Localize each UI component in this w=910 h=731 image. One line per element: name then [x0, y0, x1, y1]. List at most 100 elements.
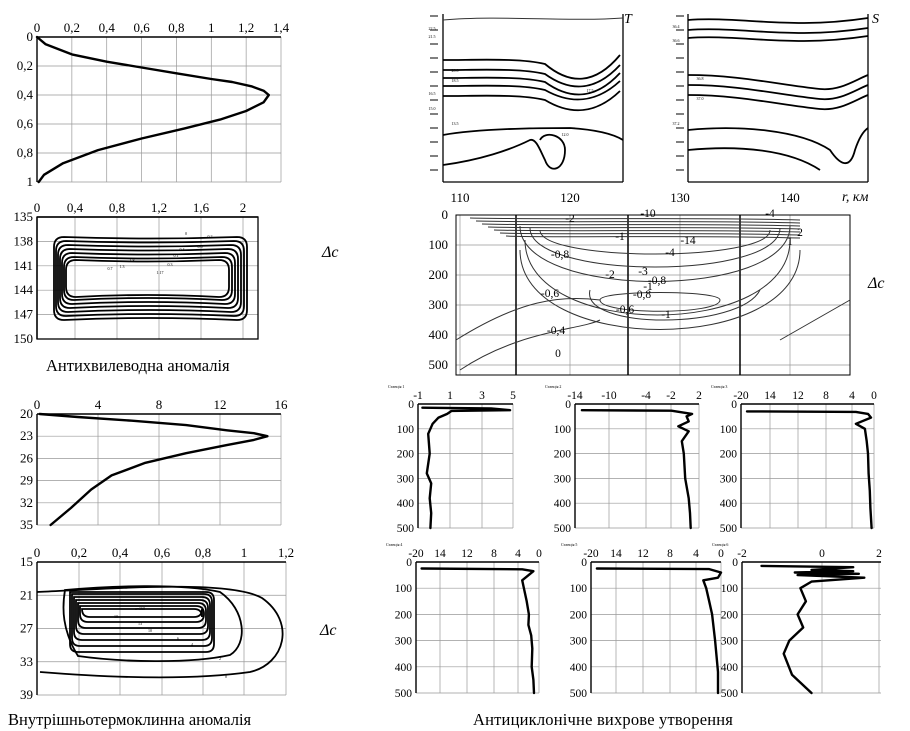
- x-tick-label: 0: [34, 397, 41, 412]
- contour-label: 1.8: [130, 258, 135, 263]
- x-tick-label: 12: [792, 390, 804, 402]
- contour-line: [65, 259, 230, 298]
- y-tick-label: 32: [20, 495, 33, 510]
- x-tick-label: 4: [849, 390, 855, 402]
- contour-label: 16.5: [429, 91, 436, 96]
- x-tick-label: 1,2: [151, 200, 167, 215]
- x-tick-label: 12: [214, 397, 227, 412]
- contour-label: -1: [615, 231, 625, 243]
- chart-P1: 0 0,2 0,4 0,6 0,8 1 1,2 1,4 0 0,2 0,4 0,6 0,8 1: [17, 20, 290, 189]
- chart-P2: 0 0,4 0,8 1,2 1,6 2 135 138 141 144 147 150: [14, 200, 259, 346]
- series-line: [595, 567, 723, 695]
- x-tick-label: 1,2: [278, 545, 294, 560]
- contour-line: [81, 608, 203, 618]
- y-tick-label: 500: [397, 523, 415, 535]
- y-tick-label: 100: [397, 424, 415, 436]
- contour-label: 20.0: [452, 68, 459, 73]
- contour-label: 1: [787, 236, 793, 248]
- contour-line: [53, 236, 248, 321]
- x-tick-label: 0,2: [64, 20, 80, 35]
- contour-label: -0,8: [551, 249, 569, 261]
- y-tick-label: 141: [14, 258, 34, 273]
- x-tick-label: 0,4: [67, 200, 84, 215]
- y-tick-label: 200: [395, 609, 413, 621]
- contour-label: -14: [680, 235, 696, 247]
- contour-label: 6: [177, 636, 179, 641]
- x-tick-label: 1,2: [238, 20, 254, 35]
- contour-line: [779, 299, 851, 341]
- x-tick-label: 120: [560, 190, 580, 205]
- contour-label: -0,6: [541, 288, 559, 300]
- x-tick-label: 1,4: [273, 20, 290, 35]
- isotherm: [442, 80, 621, 101]
- x-tick-label: 0,4: [112, 545, 129, 560]
- contour-label: 0.3: [168, 262, 173, 267]
- y-tick-label: 0,6: [17, 116, 34, 131]
- plot-frame: [455, 214, 851, 376]
- y-tick-label: 100: [554, 424, 572, 436]
- contour-label: 1.3: [120, 264, 125, 269]
- y-tick-label: 200: [429, 267, 449, 282]
- contour-label: 0: [555, 348, 561, 360]
- contour-label: 13: [138, 621, 142, 626]
- chart-P3: 0 4 8 12 16 20 23 26 29 32 35: [20, 397, 288, 532]
- y-tick-label: 144: [14, 282, 34, 297]
- contour-label: 17.5: [587, 88, 594, 93]
- contour-label: 0: [225, 674, 227, 679]
- y-tick-label: 23: [20, 428, 33, 443]
- y-tick-label: 500: [570, 688, 588, 700]
- x-tick-label: 16: [275, 397, 289, 412]
- x-tick-label: 0: [718, 548, 724, 560]
- delta-c-label-1: Δc: [322, 244, 339, 261]
- delta-c-label-2: Δc: [320, 622, 337, 639]
- station-title: Станція 3: [711, 384, 727, 389]
- y-tick-label: 300: [570, 636, 588, 648]
- contour-label: 0: [185, 231, 187, 236]
- x-tick-label: 2: [696, 390, 702, 402]
- series-line: [38, 412, 269, 527]
- y-tick-label: 400: [395, 662, 413, 674]
- delta-c-label-3: Δc: [868, 275, 885, 292]
- contour-line: [529, 227, 781, 268]
- contour-line: [499, 232, 801, 236]
- y-tick-label: 300: [429, 297, 449, 312]
- x-tick-label: 2: [240, 200, 247, 215]
- contour-label: a=160: [135, 606, 145, 611]
- x-tick-label: 1: [241, 545, 248, 560]
- series-line: [421, 406, 512, 530]
- panel-frame: [687, 14, 869, 183]
- y-tick-label: 400: [554, 498, 572, 510]
- x-tick-label: 0: [34, 20, 41, 35]
- x-tick-label: 0: [536, 548, 542, 560]
- x-tick-label: -10: [601, 390, 617, 402]
- y-tick-label: 0: [442, 207, 449, 222]
- y-tick-label: 15: [20, 554, 33, 569]
- contour-line: [79, 605, 205, 623]
- contour-line: [481, 223, 801, 227]
- contour-label: -0,6: [616, 304, 634, 316]
- x-tick-label: 140: [780, 190, 800, 205]
- contour-label: 36.4: [673, 24, 680, 29]
- y-tick-label: 1: [27, 174, 34, 189]
- x-tick-label: 130: [670, 190, 690, 205]
- y-tick-label: 0: [581, 557, 587, 569]
- x-tick-label: 0: [871, 390, 877, 402]
- caption-anticyclonic: Антициклонічне вихрове утворення: [473, 710, 734, 729]
- contour-label: -2: [605, 269, 615, 281]
- contour-label: 37.0: [697, 96, 704, 101]
- x-tick-label: 14: [764, 390, 776, 402]
- chart-p2: -14 -10 -4 -2 2 0 100 200 300 400 500 Станція 2: [545, 384, 702, 535]
- y-tick-label: 500: [720, 523, 738, 535]
- y-tick-label: 300: [720, 473, 738, 485]
- y-tick-label: 0: [408, 399, 414, 411]
- y-tick-label: 26: [20, 450, 34, 465]
- x-tick-label: 0: [34, 200, 41, 215]
- chart-T: 22.5 21.5 20.0 18.5 17.5 16.5 15.0 13.5 12.0: [429, 14, 624, 183]
- contour-label: 15.0: [429, 106, 436, 111]
- contour-line: [475, 220, 801, 224]
- chart-S: 36.4 36.6 36.8 37.0 37.2: [673, 14, 869, 183]
- x-tick-label: 0,6: [154, 545, 171, 560]
- y-tick-label: 21: [20, 587, 33, 602]
